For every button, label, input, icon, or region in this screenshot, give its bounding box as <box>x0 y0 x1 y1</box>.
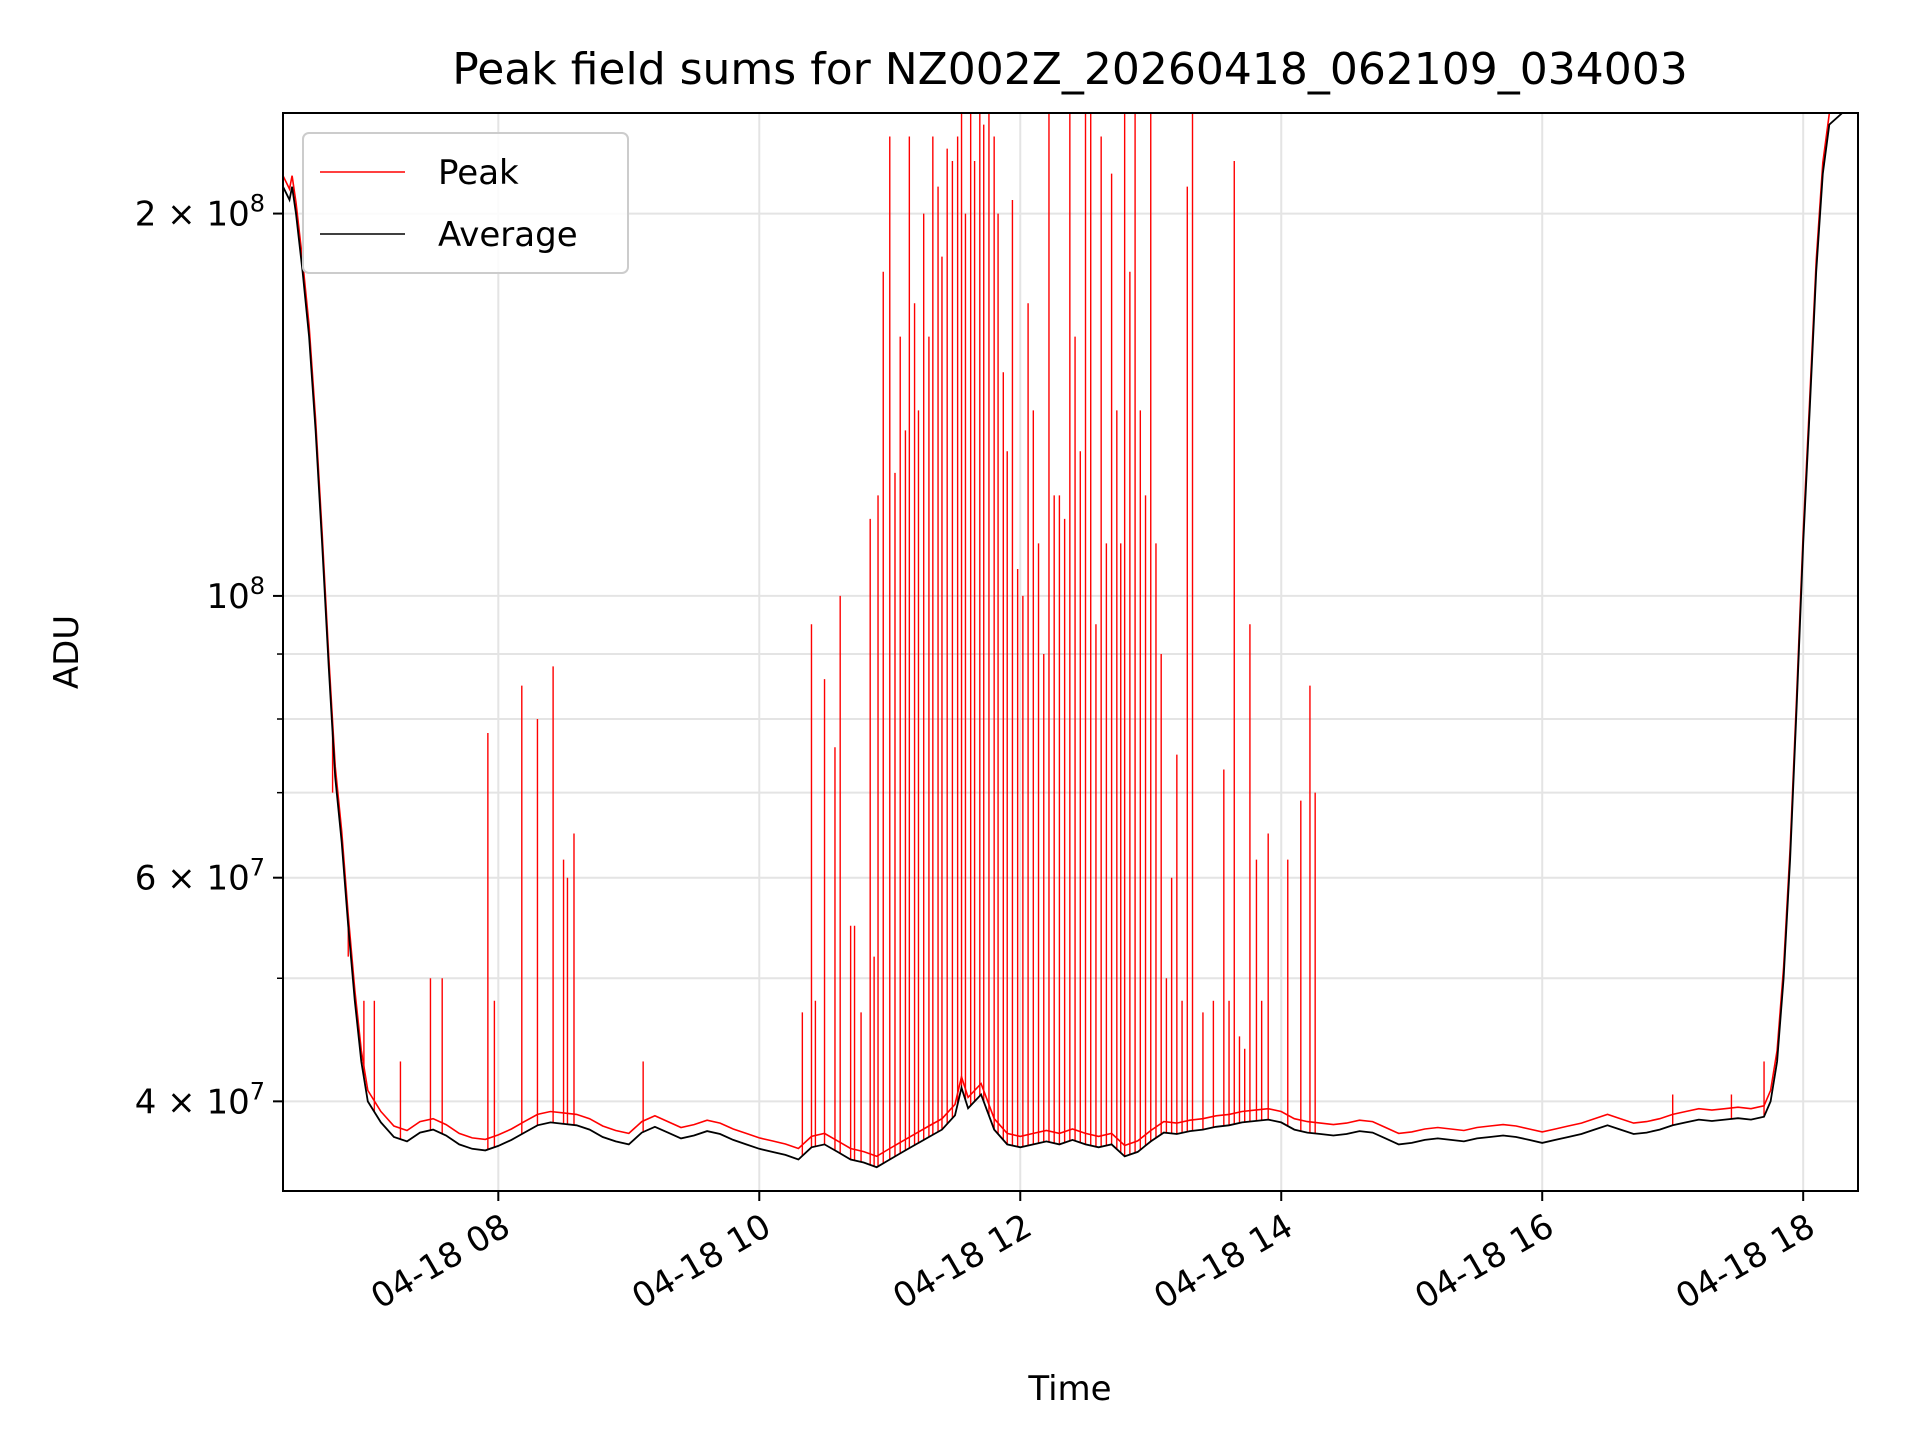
plot-area <box>283 113 1858 1169</box>
y-axis: 4 × 107 6 × 107 108 2 × 108 <box>135 190 283 1122</box>
x-axis-label: Time <box>1027 1369 1111 1409</box>
legend-label-peak: Peak <box>438 153 519 193</box>
peak-baseline-line <box>283 113 1832 1158</box>
plot-frame <box>282 112 1859 1192</box>
series-average-line <box>283 113 1858 1169</box>
chart-title: Peak field sums for NZ002Z_20260418_0621… <box>452 44 1688 95</box>
y-tick-label: 4 × 107 <box>135 1077 265 1122</box>
y-tick-label: 6 × 107 <box>135 854 265 899</box>
legend: Peak Average <box>302 132 629 274</box>
y-tick-label: 108 <box>206 572 265 617</box>
series-peak <box>283 113 1832 1167</box>
legend-box <box>302 132 629 274</box>
legend-label-average: Average <box>438 215 578 255</box>
y-tick-label: 2 × 108 <box>135 190 265 235</box>
y-axis-label: ADU <box>47 615 87 689</box>
